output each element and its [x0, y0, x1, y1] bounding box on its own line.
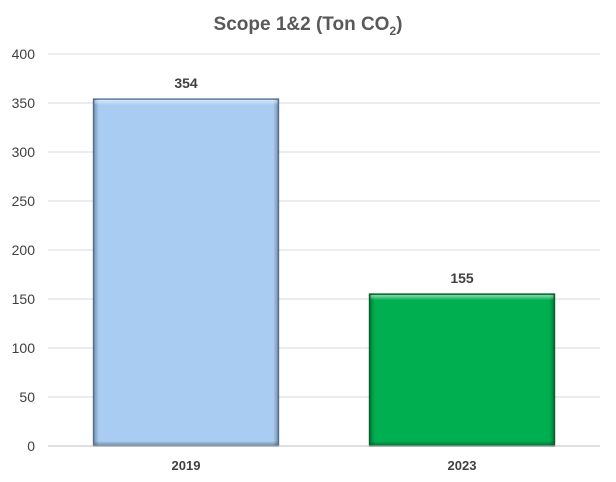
x-tick-label-2023: 2023 — [448, 458, 477, 473]
bar-top-highlight — [94, 100, 278, 106]
data-labels: 354 155 — [174, 75, 474, 286]
y-tick-label: 0 — [27, 438, 35, 454]
chart-title-main: Scope 1&2 (Ton CO — [214, 14, 390, 35]
data-label-2023: 155 — [450, 270, 474, 286]
chart-title-subscript: 2 — [389, 24, 396, 38]
y-tick-label: 200 — [12, 242, 36, 258]
y-tick-label: 300 — [12, 144, 36, 160]
bars — [92, 98, 556, 447]
data-label-2019: 354 — [174, 75, 198, 91]
bar-2023 — [368, 293, 556, 447]
y-tick-label: 50 — [19, 389, 35, 405]
bar-side-shade — [369, 294, 555, 446]
bar-bottom-shade — [370, 441, 554, 446]
bar-top-highlight — [370, 295, 554, 301]
bar-side-shade — [93, 99, 279, 446]
bar-bottom-shade — [94, 441, 278, 446]
y-tick-label: 100 — [12, 340, 36, 356]
y-tick-label: 150 — [12, 291, 36, 307]
x-axis: 2019 2023 — [48, 445, 600, 473]
x-tick-label-2019: 2019 — [172, 458, 201, 473]
y-tick-label: 350 — [12, 95, 36, 111]
chart-title-suffix: ) — [396, 14, 402, 35]
bar-2019 — [92, 98, 280, 447]
y-axis: 0 50 100 150 200 250 300 350 400 — [12, 46, 36, 454]
chart-title: Scope 1&2 (Ton CO2) — [214, 14, 403, 38]
y-tick-label: 250 — [12, 193, 36, 209]
y-tick-label: 400 — [12, 46, 36, 62]
